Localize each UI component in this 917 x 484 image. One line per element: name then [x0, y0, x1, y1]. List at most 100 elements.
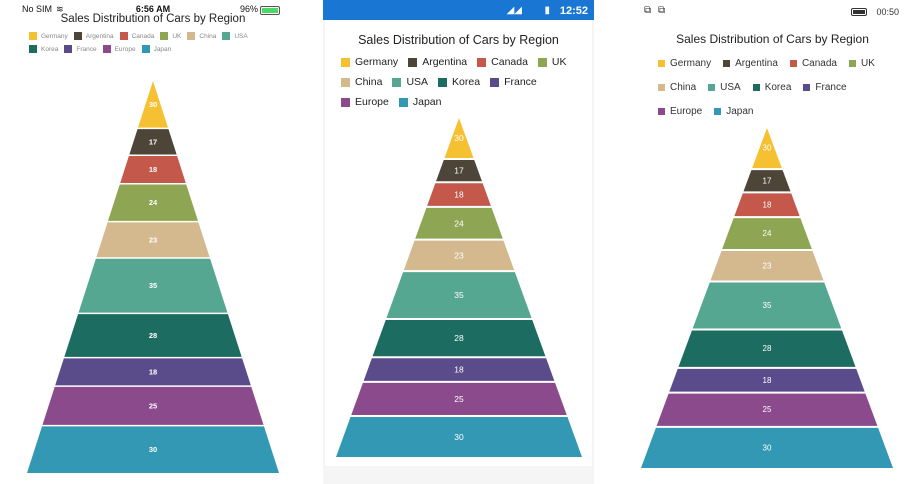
pyramid-chart: 30 17 18 24 23 35 28 18 25 30	[641, 128, 893, 468]
pyramid-segment-uk[interactable]	[722, 218, 812, 250]
chart-legend: Germany Argentina Canada UK China USA Korea Fra…	[341, 56, 591, 116]
legend-item-canada[interactable]: Canada	[119, 32, 154, 40]
legend-swatch	[392, 77, 402, 87]
legend-item-france[interactable]: France	[803, 82, 847, 93]
legend-item-france[interactable]: France	[490, 76, 537, 88]
pyramid-segment-argentina[interactable]	[743, 170, 791, 192]
pyramid-segment-canada[interactable]	[120, 156, 186, 183]
pyramid-segment-korea[interactable]	[372, 319, 546, 357]
legend-swatch	[789, 60, 797, 67]
legend-swatch	[341, 57, 350, 67]
legend-label: Canada	[801, 58, 837, 69]
legend-item-argentina[interactable]: Argentina	[723, 58, 778, 69]
legend-item-germany[interactable]: Germany	[341, 56, 398, 68]
pyramid-segment-korea[interactable]	[678, 330, 856, 367]
data-label: 18	[454, 365, 464, 375]
legend-label: Argentina	[735, 58, 778, 69]
legend-item-china[interactable]: China	[658, 82, 696, 93]
clock: 12:52	[559, 5, 588, 17]
chart-title: Sales Distribution of Cars by Region	[676, 32, 869, 46]
legend-label: Canada	[491, 56, 528, 68]
legend-item-china[interactable]: China	[341, 76, 382, 88]
legend-item-canada[interactable]: Canada	[789, 58, 837, 69]
android-chart-panel: ◢◢ ▮ 12:52 Sales Distribution of Cars by…	[323, 0, 594, 484]
battery-percent: 96%	[239, 4, 258, 14]
pyramid-segment-japan[interactable]	[641, 427, 893, 468]
pyramid-segment-france[interactable]	[55, 358, 251, 386]
data-label: 24	[149, 198, 158, 207]
legend-item-uk[interactable]: UK	[160, 32, 181, 40]
pyramid-segment-japan[interactable]	[336, 416, 582, 457]
data-label: 25	[454, 394, 464, 404]
data-label: 30	[763, 443, 772, 452]
chart-legend: Germany Argentina Canada UK China USA Korea Fra…	[29, 32, 284, 58]
legend-item-china[interactable]: China	[187, 32, 216, 40]
data-label: 25	[763, 405, 772, 414]
legend-label: Europe	[355, 96, 389, 108]
legend-item-europe[interactable]: Europe	[102, 45, 136, 53]
pyramid-segment-germany[interactable]	[444, 118, 474, 159]
data-label: 23	[149, 235, 157, 244]
pyramid-segment-uk[interactable]	[415, 207, 503, 239]
legend-item-usa[interactable]: USA	[222, 32, 248, 40]
legend-item-korea[interactable]: Korea	[438, 76, 480, 88]
legend-item-uk[interactable]: UK	[537, 56, 567, 68]
legend-item-korea[interactable]: Korea	[752, 82, 791, 93]
legend-item-europe[interactable]: Europe	[341, 96, 389, 108]
legend-swatch	[29, 32, 37, 40]
legend-label: Argentina	[85, 32, 114, 40]
pyramid-segment-germany[interactable]	[137, 81, 169, 128]
pyramid-segment-china[interactable]	[403, 240, 515, 271]
legend-item-germany[interactable]: Germany	[29, 32, 68, 40]
pyramid-segment-europe[interactable]	[42, 386, 264, 425]
pyramid-segment-europe[interactable]	[656, 393, 878, 426]
legend-item-germany[interactable]: Germany	[658, 58, 711, 69]
carrier-label: No SIM	[22, 4, 53, 14]
legend-label: Germany	[670, 58, 712, 69]
legend-swatch	[119, 32, 128, 40]
pyramid-segment-argentina[interactable]	[129, 129, 177, 155]
legend-item-japan[interactable]: Japan	[141, 45, 171, 53]
data-label: 18	[149, 165, 157, 174]
pyramid-segment-europe[interactable]	[351, 382, 567, 415]
legend-swatch	[102, 45, 111, 53]
legend-label: Germany	[41, 32, 68, 40]
pyramid-segment-germany[interactable]	[752, 128, 782, 169]
data-label: 18	[763, 200, 772, 209]
data-label: 28	[763, 344, 772, 353]
pyramid-segment-france[interactable]	[363, 358, 555, 381]
data-label: 23	[454, 250, 464, 260]
legend-label: China	[355, 76, 383, 88]
legend-label: USA	[406, 76, 429, 88]
pyramid-segment-usa[interactable]	[692, 282, 842, 329]
pyramid-segment-korea[interactable]	[64, 314, 242, 357]
pyramid-segment-france[interactable]	[669, 368, 865, 392]
legend-item-argentina[interactable]: Argentina	[73, 32, 114, 40]
pyramid-segment-japan[interactable]	[27, 426, 279, 473]
legend-item-europe[interactable]: Europe	[658, 106, 702, 117]
pyramid-segment-argentina[interactable]	[436, 160, 482, 182]
legend-item-argentina[interactable]: Argentina	[408, 56, 467, 68]
legend-item-japan[interactable]: Japan	[398, 96, 441, 108]
pyramid-segment-usa[interactable]	[78, 258, 228, 313]
legend-item-korea[interactable]: Korea	[29, 45, 58, 53]
legend-item-usa[interactable]: USA	[708, 82, 741, 93]
pyramid-segment-canada[interactable]	[427, 183, 491, 206]
legend-item-japan[interactable]: Japan	[714, 106, 754, 117]
legend-label: France	[504, 76, 537, 88]
pyramid-segment-china[interactable]	[96, 222, 210, 258]
pyramid-segment-uk[interactable]	[108, 184, 198, 221]
legend-item-uk[interactable]: UK	[848, 58, 875, 69]
pyramid-segment-china[interactable]	[710, 251, 824, 281]
legend-label: Japan	[726, 106, 754, 117]
pyramid-segment-usa[interactable]	[386, 272, 532, 318]
legend-swatch	[398, 97, 408, 107]
legend-label: UK	[860, 58, 875, 69]
legend-label: Argentina	[422, 56, 468, 68]
legend-item-usa[interactable]: USA	[392, 76, 428, 88]
battery-icon	[260, 6, 280, 15]
pyramid-segment-canada[interactable]	[734, 193, 800, 217]
legend-item-canada[interactable]: Canada	[477, 56, 528, 68]
data-label: 28	[454, 333, 464, 343]
legend-item-france[interactable]: France	[64, 45, 97, 53]
